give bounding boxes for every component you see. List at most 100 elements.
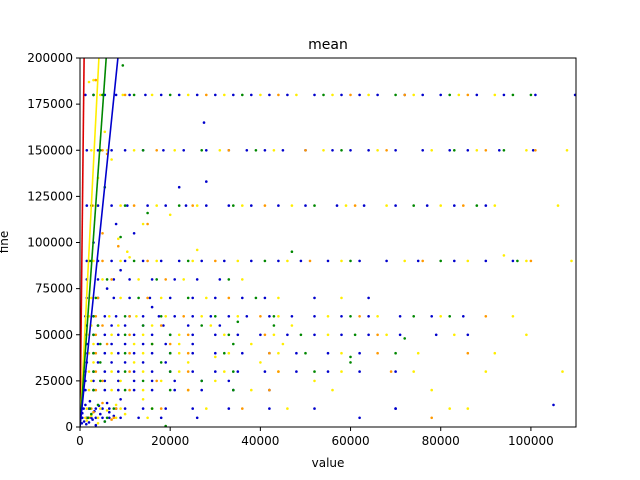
data-point — [119, 407, 122, 410]
data-point — [94, 407, 98, 410]
data-point — [439, 259, 443, 263]
data-point — [132, 333, 136, 337]
data-point — [466, 333, 470, 337]
data-point — [250, 259, 253, 263]
data-point — [162, 324, 165, 327]
data-point — [96, 324, 100, 327]
data-point — [200, 379, 203, 383]
data-point — [119, 416, 122, 420]
data-point — [385, 333, 388, 337]
data-point — [281, 149, 285, 152]
data-point — [214, 379, 217, 383]
data-point — [108, 416, 111, 420]
data-point — [99, 407, 102, 410]
data-point — [94, 78, 98, 82]
data-point — [162, 149, 165, 152]
data-point — [263, 149, 267, 152]
data-point — [200, 149, 203, 152]
data-point — [128, 296, 131, 300]
x-tick-label: 20000 — [151, 434, 189, 448]
data-point — [304, 149, 307, 152]
data-point — [250, 388, 253, 392]
data-point — [144, 93, 147, 97]
data-point — [90, 414, 93, 418]
data-point — [502, 93, 506, 97]
data-point — [376, 333, 379, 337]
data-point — [268, 93, 271, 97]
data-point — [128, 333, 131, 337]
data-point — [421, 93, 425, 97]
data-point — [137, 278, 140, 281]
data-point — [241, 204, 244, 207]
data-point — [101, 407, 104, 410]
data-point — [128, 388, 131, 392]
data-point — [236, 370, 240, 373]
data-point — [103, 351, 107, 355]
data-point — [132, 259, 136, 263]
data-point — [150, 93, 154, 97]
data-point — [123, 361, 127, 364]
data-point — [425, 204, 429, 207]
data-point — [191, 204, 194, 207]
data-point — [349, 361, 352, 364]
data-point — [195, 204, 199, 207]
data-point — [110, 342, 113, 346]
data-point — [232, 204, 235, 207]
data-point — [250, 342, 253, 346]
data-point — [146, 259, 149, 263]
data-point — [385, 259, 388, 263]
data-point — [335, 204, 339, 207]
data-point — [108, 410, 111, 414]
data-point — [141, 222, 145, 226]
data-point — [448, 149, 452, 152]
data-point — [218, 278, 222, 281]
data-point — [214, 93, 217, 97]
data-point — [85, 422, 88, 426]
data-point — [126, 204, 129, 207]
data-point — [331, 388, 334, 392]
data-point — [114, 315, 118, 318]
data-point — [191, 351, 194, 355]
data-point — [205, 93, 208, 97]
data-point — [457, 93, 461, 97]
data-point — [416, 259, 420, 263]
data-point — [92, 370, 95, 373]
data-point — [232, 388, 235, 392]
data-point — [87, 421, 91, 424]
data-point — [159, 407, 163, 410]
data-point — [326, 333, 330, 337]
data-point — [313, 296, 316, 300]
data-point — [561, 370, 564, 373]
y-tick-label: 200000 — [27, 51, 73, 65]
data-point — [96, 422, 100, 425]
data-point — [484, 259, 488, 263]
data-point — [128, 278, 131, 281]
data-point — [223, 93, 226, 97]
data-point — [159, 93, 163, 97]
data-point — [141, 370, 145, 373]
data-point — [128, 370, 131, 373]
data-point — [141, 398, 145, 401]
data-point — [101, 379, 104, 383]
data-point — [103, 388, 107, 392]
data-point — [412, 93, 416, 97]
data-point — [159, 324, 163, 327]
data-point — [439, 204, 443, 207]
data-point — [110, 351, 113, 355]
data-point — [123, 149, 127, 152]
data-point — [299, 333, 303, 337]
data-point — [112, 278, 116, 281]
data-point — [112, 414, 116, 418]
data-point — [466, 351, 470, 355]
data-point — [85, 259, 89, 263]
data-point — [128, 93, 131, 97]
data-point — [146, 211, 149, 215]
data-point — [112, 407, 116, 410]
data-point — [105, 278, 109, 281]
data-point — [82, 407, 85, 410]
data-point — [105, 416, 109, 420]
data-point — [110, 158, 113, 161]
data-point — [214, 370, 217, 373]
data-point — [529, 93, 533, 97]
